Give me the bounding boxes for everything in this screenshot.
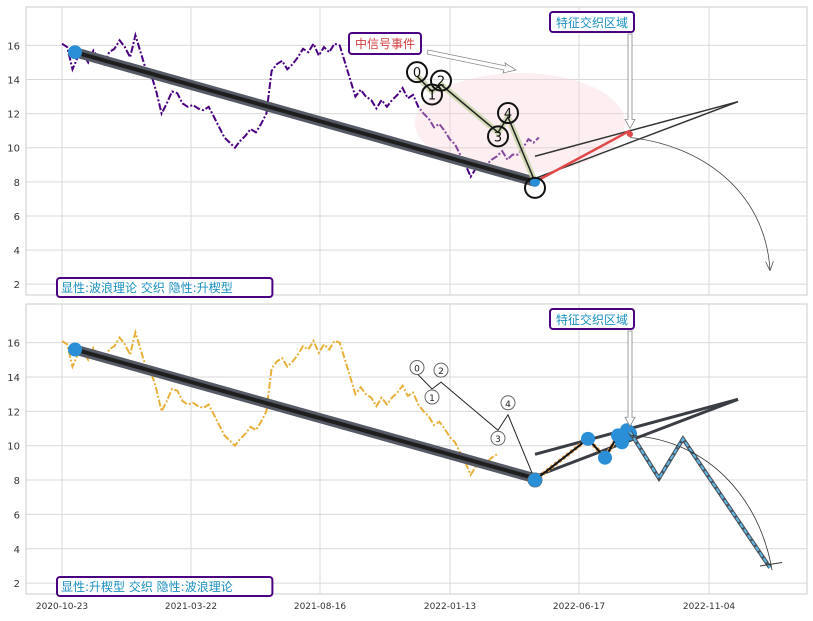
wave-label-circle [430,69,452,92]
projection-arc [629,137,770,270]
pattern-label-box [56,576,274,597]
region-label-text: 特征交织区域 [556,15,628,30]
wedge-upper-line [534,397,739,479]
wave-label-2: 2 [438,367,444,377]
projection-end-tick [759,562,783,567]
x-tick-label: 2021-03-22 [165,602,217,612]
price-series-line [61,328,498,478]
region-label-box [549,308,635,330]
trend-start-marker [68,342,82,357]
feature-region-ellipse [415,73,625,173]
region-label-text: 特征交织区域 [556,312,628,327]
wave-end-marker [530,176,540,187]
y-tick-label: 14 [7,373,20,384]
panel-bottom: 2468101214160123452020-10-232021-03-2220… [7,303,808,612]
x-tick-label: 2022-06-17 [553,602,605,612]
projection-arc [629,434,773,571]
y-tick-label: 6 [14,212,20,223]
y-tick-label: 10 [7,442,20,453]
pattern-label-text: 显性:升楔型 交织 隐性:波浪理论 [61,579,233,594]
pattern-label-box [56,277,274,298]
wave-label-0: 0 [413,66,421,81]
y-tick-label: 6 [14,510,20,521]
region-arrow [624,33,636,130]
y-tick-label: 12 [7,407,20,418]
wave-label-4: 4 [504,107,512,122]
wave-label-circle [406,61,428,84]
wave-label-circle [433,362,449,378]
wedge-point-marker [581,431,595,446]
x-tick-label: 2020-10-23 [36,602,88,612]
y-tick-label: 16 [7,41,20,52]
y-tick-label: 8 [14,476,20,487]
wave-label-3: 3 [495,435,501,445]
wedge-end-marker [627,131,633,138]
wave-label-circle [409,360,425,376]
main-trend-line [74,347,536,481]
wave-label-circle [524,176,546,199]
wave-label-circle [487,125,509,148]
wave-label-2: 2 [437,75,445,90]
region-label-box [549,11,635,33]
wave-label-4: 4 [505,400,511,410]
wave-end-marker [528,473,542,488]
y-tick-label: 14 [7,76,20,87]
wave-label-3: 3 [494,130,502,145]
y-tick-label: 16 [7,339,20,350]
wedge-upper-line [534,100,739,157]
wave-path [416,373,536,481]
wedge-upper-line [534,100,739,180]
projection-zigzag-dash [629,431,771,569]
pattern-label-text: 显性:波浪理论 交织 隐性:升楔型 [61,280,233,295]
wave-path [416,75,536,183]
x-tick-label: 2021-08-16 [294,602,347,612]
event-label-text: 中信号事件 [355,36,415,51]
wave-label-circle [497,102,519,125]
x-tick-label: 2022-11-04 [683,602,736,612]
wedge-red-line [534,129,631,183]
y-tick-label: 4 [14,246,20,257]
wave-label-1: 1 [428,88,436,103]
event-arrow [426,49,518,74]
wave-label-circle [500,395,516,411]
main-trend-line [74,50,536,184]
trend-start-marker [68,45,82,60]
y-tick-label: 10 [7,144,20,155]
y-tick-label: 8 [14,178,20,189]
y-tick-label: 12 [7,110,20,121]
event-label-box [348,32,422,55]
wave-label-circle [424,389,440,405]
wave-label-1: 1 [429,394,435,404]
y-tick-label: 2 [14,579,20,590]
y-tick-label: 2 [14,280,20,291]
x-tick-label: 2022-01-13 [424,602,476,612]
wedge-point-marker [598,450,612,465]
region-arrow [624,330,636,428]
wedge-upper-line [534,397,739,456]
wave-label-0: 0 [414,365,420,375]
wave-label-circle [490,430,506,446]
y-tick-label: 4 [14,545,20,556]
